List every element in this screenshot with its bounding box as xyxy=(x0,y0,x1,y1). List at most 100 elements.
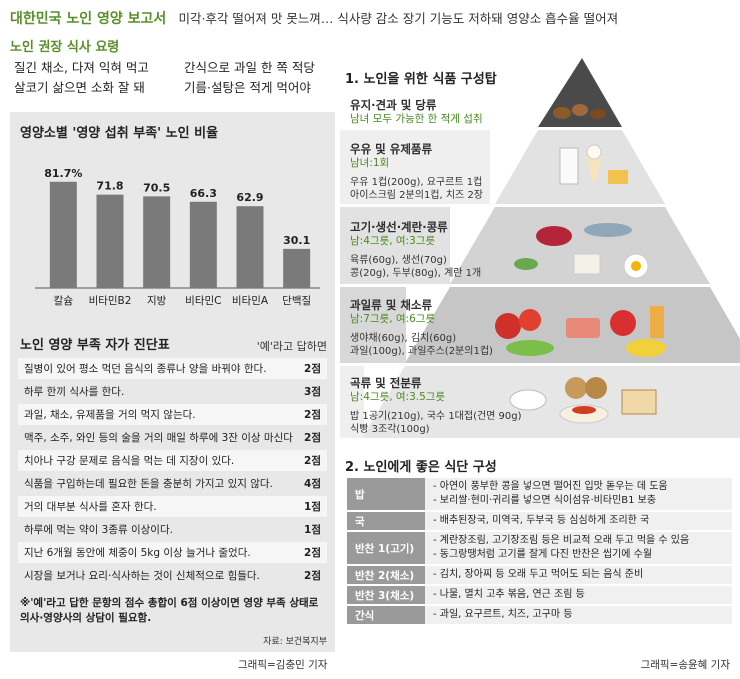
tier-serving: 남:4그릇, 여:3그릇 xyxy=(350,235,436,247)
diet-row-line: - 김치, 장아찌 등 오래 두고 먹어도 되는 음식 준비 xyxy=(433,569,644,580)
diagnosis-question: 하루 한끼 식사를 한다. xyxy=(24,386,125,398)
chart-value-label: 81.7% xyxy=(44,167,82,180)
meat-fish-icon xyxy=(514,223,649,279)
pyramid-tier-label-1: 유지·견과 및 당류 남녀 모두 가능한 한 적게 섭취 xyxy=(350,98,483,126)
milk-icon xyxy=(559,144,628,185)
chart-value-label: 70.5 xyxy=(143,181,170,194)
diagnosis-score: 2점 xyxy=(304,455,321,467)
tier-label-bg xyxy=(340,366,364,438)
recommendations-list: 질긴 채소, 다져 익혀 먹고 간식으로 과일 한 쪽 적당 살코기 삶으면 소… xyxy=(14,58,344,98)
diagnosis-question: 지난 6개월 동안에 체중이 5kg 이상 늘거나 줄었다. xyxy=(24,547,251,559)
diet-table: 밥 - 아연이 풍부한 콩을 넣으면 떨어진 입맛 돋우는 데 도움 - 보리쌀·현… xyxy=(347,478,732,626)
diagnosis-title: 노인 영양 부족 자가 진단표 xyxy=(20,338,170,353)
diagnosis-question: 질병이 있어 평소 먹던 음식의 종류나 양을 바꿔야 한다. xyxy=(24,363,267,375)
diet-row-line: - 동그랑땡처럼 고기를 잘게 다진 반찬은 씹기에 수월 xyxy=(433,549,653,560)
tier-name: 고기·생선·계란·콩류 xyxy=(350,220,448,234)
pyramid-tier-label-5: 곡류 및 전분류 남:4그릇, 여:3.5그릇 밥 1공기(210g), 국수 … xyxy=(350,376,522,436)
diet-row-key: 반찬 2(채소) xyxy=(347,566,425,584)
chart-category-label: 비타민C xyxy=(185,295,221,307)
diet-row-line: - 계란장조림, 고기장조림 등은 비교적 오래 두고 먹을 수 있음 xyxy=(433,535,690,546)
diagnosis-row: 치아나 구강 문제로 음식을 먹는 데 지장이 있다. 2점 xyxy=(18,450,327,471)
pyramid-tier-label-2: 우유 및 유제품류 남녀:1회 우유 1컵(200g), 요구르트 1컵 아이스… xyxy=(350,142,483,202)
chart-bar xyxy=(49,181,77,288)
diet-row-key: 반찬 1(고기) xyxy=(347,532,425,564)
tip-item: 간식으로 과일 한 쪽 적당 xyxy=(184,60,315,75)
diet-row-key: 반찬 3(채소) xyxy=(347,586,425,604)
tier-detail: 아이스크림 2분의1컵, 치즈 2장 xyxy=(350,190,484,201)
diagnosis-question: 맥주, 소주, 와인 등의 술을 거의 매일 하루에 3잔 이상 마신다. xyxy=(24,432,293,444)
diagnosis-score: 1점 xyxy=(304,501,321,513)
tier-name: 유지·견과 및 당류 xyxy=(350,98,437,112)
diet-row-value: - 아연이 풍부한 콩을 넣으면 떨어진 입맛 돋우는 데 도움 - 보리쌀·현미… xyxy=(425,478,732,510)
diet-row-line: - 배추된장국, 미역국, 두부국 등 심심하게 조리한 국 xyxy=(433,515,650,526)
diet-row-line: - 보리쌀·현미·귀리를 넣으면 식이섬유·비타민B1 보충 xyxy=(433,495,657,506)
tip-item: 기름·설탕은 적게 먹어야 xyxy=(184,80,311,95)
diet-row-key: 밥 xyxy=(347,478,425,510)
chart-bar xyxy=(283,248,311,288)
diagnosis-score: 2점 xyxy=(304,432,321,444)
tip-item: 질긴 채소, 다져 익혀 먹고 xyxy=(14,60,149,75)
chart-category-label: 지방 xyxy=(147,295,167,307)
diagnosis-list: 질병이 있어 평소 먹던 음식의 종류나 양을 바꿔야 한다. 2점 하루 한끼 식… xyxy=(18,358,327,588)
diet-row-value: - 계란장조림, 고기장조림 등은 비교적 오래 두고 먹을 수 있음 - 동그랑… xyxy=(425,532,732,564)
diagnosis-row: 하루 한끼 식사를 한다. 3점 xyxy=(18,381,327,402)
diagnosis-row: 과일, 채소, 유제품을 거의 먹지 않는다. 2점 xyxy=(18,404,327,425)
chart-value-label: 66.3 xyxy=(190,187,217,200)
chart-category-label: 비타민B2 xyxy=(89,295,132,307)
chart-category-label: 칼슘 xyxy=(54,294,74,307)
left-panel: 영양소별 '영양 섭취 부족' 노인 비율 81.7% 칼슘 71.8 비타민B2 70… xyxy=(10,112,335,652)
tier-serving: 남녀 모두 가능한 한 적게 섭취 xyxy=(350,113,483,125)
tier-label-bg xyxy=(340,287,406,363)
bar-chart: 81.7% 칼슘 71.8 비타민B2 70.5 지방 66.3 비타민C 62.9 비타민A 30… xyxy=(10,148,335,323)
diet-row-line: - 나물, 멸치 고추 볶음, 연근 조림 등 xyxy=(433,589,585,600)
diagnosis-row: 맥주, 소주, 와인 등의 술을 거의 매일 하루에 3잔 이상 마신다. 2점 xyxy=(18,427,327,448)
chart-bar xyxy=(96,194,124,288)
diagnosis-row: 시장을 보거나 요리·식사하는 것이 신체적으로 힘들다. 2점 xyxy=(18,565,327,586)
tier-detail: 생야채(60g), 김치(60g) xyxy=(350,333,457,344)
chart-value-label: 30.1 xyxy=(283,234,310,247)
diet-row: 반찬 2(채소) - 김치, 장아찌 등 오래 두고 먹어도 되는 음식 준비 xyxy=(347,566,732,586)
tier-serving: 남녀:1회 xyxy=(350,157,390,169)
chart-value-label: 71.8 xyxy=(96,180,123,193)
tier-serving: 남:4그릇, 여:3.5그릇 xyxy=(350,391,446,403)
diagnosis-score: 2점 xyxy=(304,570,321,582)
tier-detail: 콩(20g), 두부(80g), 계란 1개 xyxy=(350,268,482,279)
diagnosis-score: 4점 xyxy=(304,478,321,490)
tier-serving: 남:7그릇, 여:6그릇 xyxy=(350,313,436,325)
source-label: 자료: 보건복지부 xyxy=(263,637,327,647)
diet-row: 밥 - 아연이 풍부한 콩을 넣으면 떨어진 입맛 돋우는 데 도움 - 보리쌀·현… xyxy=(347,478,732,512)
diagnosis-score: 2점 xyxy=(304,409,321,421)
chart-bar xyxy=(143,196,171,288)
tier-name: 우유 및 유제품류 xyxy=(350,142,433,156)
pyramid-tier-label-3: 고기·생선·계란·콩류 남:4그릇, 여:3그릇 육류(60g), 생선(70g… xyxy=(350,220,481,280)
pyramid-title: 1. 노인을 위한 식품 구성탑 xyxy=(345,72,497,87)
diagnosis-score: 3점 xyxy=(304,386,321,398)
diet-row-line: - 아연이 풍부한 콩을 넣으면 떨어진 입맛 돋우는 데 도움 xyxy=(433,481,668,492)
diet-title: 2. 노인에게 좋은 식단 구성 xyxy=(345,460,497,475)
nuts-icon xyxy=(553,104,606,119)
chart-title: 영양소별 '영양 섭취 부족' 노인 비율 xyxy=(20,126,219,141)
chart-category-label: 단백질 xyxy=(282,295,311,307)
diagnosis-row: 식품을 구입하는데 필요한 돈을 충분히 가지고 있지 않다. 4점 xyxy=(18,473,327,494)
diagnosis-question: 치아나 구강 문제로 음식을 먹는 데 지장이 있다. xyxy=(24,455,235,467)
diagnosis-question: 시장을 보거나 요리·식사하는 것이 신체적으로 힘들다. xyxy=(24,570,260,582)
diet-row-key: 간식 xyxy=(347,606,425,624)
fruit-vegetable-icon xyxy=(495,306,666,357)
tier-name: 곡류 및 전분류 xyxy=(350,376,422,390)
diet-row: 간식 - 과일, 요구르트, 치즈, 고구마 등 xyxy=(347,606,732,626)
diet-row: 반찬 1(고기) - 계란장조림, 고기장조림 등은 비교적 오래 두고 먹을 수… xyxy=(347,532,732,566)
page-title: 대한민국 노인 영양 보고서 xyxy=(10,11,167,27)
diagnosis-row: 거의 대부분 식사를 혼자 한다. 1점 xyxy=(18,496,327,517)
diet-row-value: - 김치, 장아찌 등 오래 두고 먹어도 되는 음식 준비 xyxy=(425,566,732,584)
pyramid-tier-5 xyxy=(362,366,740,438)
diet-row-value: - 과일, 요구르트, 치즈, 고구마 등 xyxy=(425,606,732,624)
food-pyramid xyxy=(340,58,740,438)
diagnosis-score: 2점 xyxy=(304,547,321,559)
grain-icon xyxy=(509,377,657,424)
bar-chart-svg: 81.7% 칼슘 71.8 비타민B2 70.5 지방 66.3 비타민C 62.9 비타민A 30… xyxy=(35,167,320,307)
tier-detail: 식빵 3조각(100g) xyxy=(350,424,430,435)
diet-row: 반찬 3(채소) - 나물, 멸치 고추 볶음, 연근 조림 등 xyxy=(347,586,732,606)
chart-bar xyxy=(189,201,217,288)
pyramid-tier-2 xyxy=(495,130,665,204)
tier-detail: 육류(60g), 생선(70g) xyxy=(350,255,447,266)
